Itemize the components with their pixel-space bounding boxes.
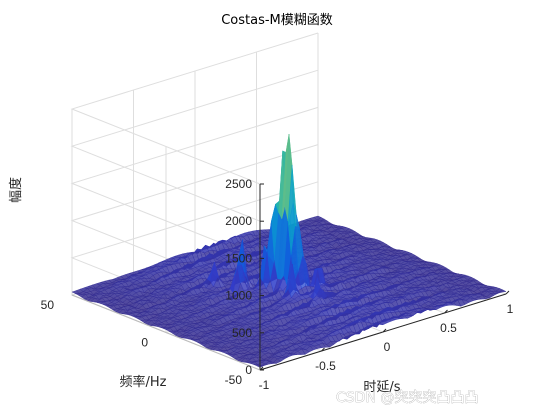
y-tick-label: 0: [141, 336, 148, 350]
z-tick-label: 1000: [225, 289, 252, 303]
z-tick-label: 2000: [225, 214, 252, 228]
z-axis-label: 幅度: [8, 177, 24, 203]
z-tick-label: 500: [232, 326, 252, 340]
x-tick-mark: [505, 290, 510, 295]
x-tick-label: 0: [384, 340, 391, 354]
y-axis-label: 频率/Hz: [120, 374, 167, 390]
z-tick-label: 1500: [225, 251, 252, 265]
x-tick-label: -0.5: [315, 359, 336, 373]
ambiguity-surface: [71, 134, 507, 368]
x-tick-label: -1: [259, 378, 270, 392]
y-tick-label: 50: [41, 298, 55, 312]
x-tick-label: 1: [507, 302, 514, 316]
z-tick-label: 0: [245, 363, 252, 377]
z-tick-label: 2500: [225, 177, 252, 191]
x-tick-label: 0.5: [440, 321, 457, 335]
watermark: CSDN @突突突凸凸凸: [336, 390, 478, 406]
chart-title: Costas-M模糊函数: [221, 12, 333, 28]
y-tick-label: -50: [225, 373, 243, 387]
